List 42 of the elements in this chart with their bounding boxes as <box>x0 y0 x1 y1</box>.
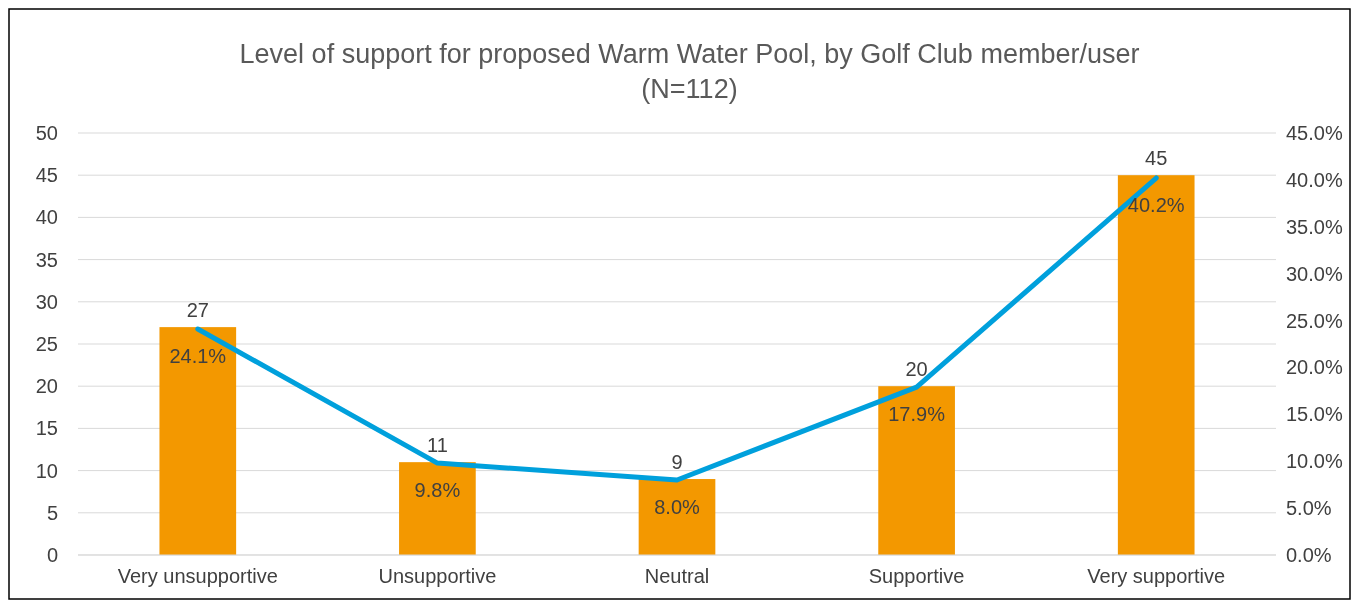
data-label: 20 <box>905 358 928 381</box>
data-label: 9 <box>671 451 683 474</box>
y2-tick-label: 25.0% <box>1286 309 1343 332</box>
data-label: 24.1% <box>169 345 227 367</box>
y2-tick-label: 0.0% <box>1286 544 1332 566</box>
y2-tick-label: 35.0% <box>1286 215 1343 238</box>
y2-tick-label: 30.0% <box>1286 262 1343 285</box>
y2-tick-label: 20.0% <box>1286 356 1343 379</box>
bar <box>399 462 476 555</box>
x-tick-label: Very supportive <box>1087 565 1226 587</box>
y-tick-label: 30 <box>35 290 58 313</box>
data-label: 11 <box>427 434 448 457</box>
bar <box>878 386 955 555</box>
x-tick-label: Supportive <box>868 565 965 587</box>
data-label: 17.9% <box>888 403 946 426</box>
y-tick-label: 50 <box>35 122 58 144</box>
y2-tick-label: 10.0% <box>1286 450 1343 473</box>
x-tick-label: Unsupportive <box>378 565 497 587</box>
y-tick-label: 20 <box>35 375 58 398</box>
y-tick-label: 15 <box>35 417 58 440</box>
data-label: 40.2% <box>1127 194 1185 217</box>
y-tick-label: 10 <box>35 459 58 482</box>
data-label: 9.8% <box>414 479 461 502</box>
y-tick-label: 45 <box>35 164 58 187</box>
data-label: 45 <box>1145 147 1168 170</box>
data-label: 8.0% <box>654 495 701 518</box>
bar <box>638 479 716 555</box>
bar <box>1117 175 1195 555</box>
y-tick-label: 0 <box>46 544 58 566</box>
bar <box>159 327 237 555</box>
y2-tick-label: 40.0% <box>1286 168 1343 191</box>
x-tick-label: Neutral <box>644 565 710 587</box>
y-tick-label: 40 <box>35 206 58 229</box>
x-tick-label: Very unsupportive <box>117 565 278 587</box>
y-tick-label: 5 <box>46 501 58 524</box>
y-tick-label: 25 <box>35 333 58 355</box>
y-tick-label: 35 <box>35 248 58 271</box>
data-label: 27 <box>186 299 209 322</box>
y2-tick-label: 15.0% <box>1286 403 1343 426</box>
y2-tick-label: 5.0% <box>1286 497 1332 520</box>
chart-title: Level of support for proposed Warm Water Pool, by Golf Club member/user (N=112) <box>239 39 1140 104</box>
y2-tick-label: 45.0% <box>1286 122 1343 144</box>
